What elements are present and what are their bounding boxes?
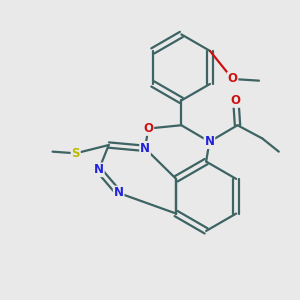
Text: O: O: [231, 94, 241, 107]
Text: S: S: [71, 147, 80, 160]
Text: O: O: [143, 122, 153, 135]
Text: N: N: [114, 186, 124, 200]
Text: N: N: [204, 135, 214, 148]
Text: N: N: [140, 142, 150, 155]
Text: O: O: [228, 73, 238, 85]
Text: N: N: [94, 163, 104, 176]
